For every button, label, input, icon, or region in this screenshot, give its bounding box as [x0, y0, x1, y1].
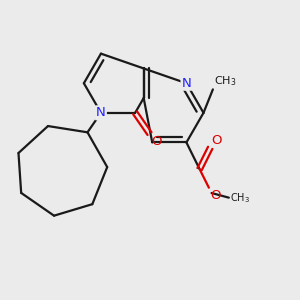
Text: O: O — [210, 189, 220, 202]
Text: O: O — [151, 135, 161, 148]
Text: CH$_3$: CH$_3$ — [230, 191, 250, 205]
Text: CH$_3$: CH$_3$ — [214, 75, 237, 88]
Text: N: N — [96, 106, 106, 119]
Text: N: N — [182, 77, 191, 90]
Text: O: O — [212, 134, 222, 147]
